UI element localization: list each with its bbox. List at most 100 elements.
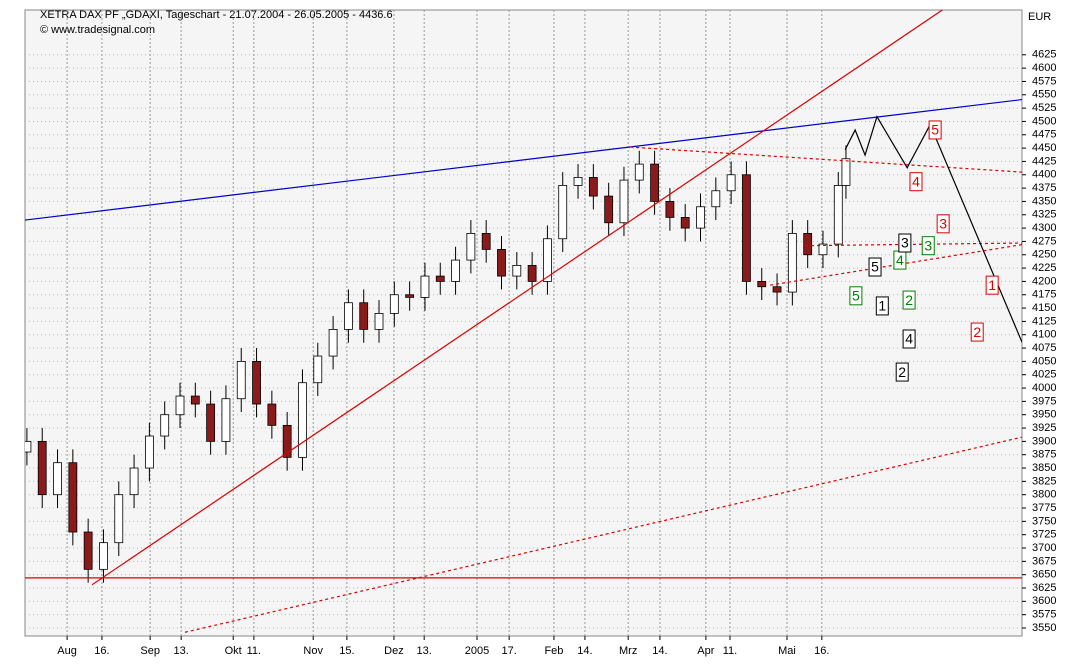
candle-body: [190, 395, 200, 405]
y-tick-label: 3975: [1032, 395, 1056, 407]
wave-box: [970, 322, 984, 342]
x-tick-label: 15.: [339, 645, 354, 657]
candle-body: [344, 302, 353, 330]
candle-body: [37, 440, 47, 496]
x-tick-label: 13.: [417, 645, 432, 657]
y-tick-label: 4525: [1032, 102, 1056, 114]
candle-body: [374, 313, 384, 330]
x-tick-label: 14.: [652, 645, 667, 657]
y-tick-label: 4300: [1032, 222, 1056, 234]
candle-body: [313, 355, 323, 384]
wave-box: [909, 172, 923, 192]
candle-body: [206, 403, 216, 442]
y-tick-label: 3700: [1032, 542, 1056, 554]
candle-body: [588, 177, 598, 197]
y-tick-label: 3725: [1032, 529, 1056, 541]
wave-label: 5: [871, 259, 879, 275]
wave-box: [868, 257, 882, 277]
candle-body: [665, 201, 675, 218]
candle-body: [25, 440, 32, 453]
x-tick-label: Dez: [384, 645, 404, 657]
y-tick-label: 4275: [1032, 235, 1056, 247]
trend-line: [184, 436, 1022, 633]
candle-body: [405, 294, 415, 298]
wave-box: [849, 286, 863, 306]
wave-label: 5: [931, 122, 939, 138]
y-tick-label: 4175: [1032, 289, 1056, 301]
candle-body: [466, 233, 476, 261]
candle-body: [359, 302, 369, 330]
candle-body: [389, 294, 399, 314]
y-tick-label: 3800: [1032, 489, 1056, 501]
y-tick-label: 4500: [1032, 115, 1056, 127]
candle-body: [680, 217, 690, 229]
x-tick-label: 17.: [501, 645, 516, 657]
candle-body: [527, 265, 537, 282]
y-tick-label: 4400: [1032, 169, 1056, 181]
y-tick-label: 3775: [1032, 502, 1056, 514]
candle-body: [252, 360, 261, 405]
wave-label: 2: [973, 324, 981, 340]
y-tick-label: 3650: [1032, 569, 1056, 581]
x-tick-label: 16.: [814, 645, 829, 657]
wave-box: [875, 296, 889, 316]
candle-body: [114, 494, 124, 544]
x-tick-label: Apr: [697, 645, 714, 657]
trend-line: [91, 10, 944, 586]
candle-body: [818, 243, 828, 256]
x-tick-label: 13.: [174, 645, 189, 657]
x-tick-label: Okt: [225, 645, 242, 657]
y-tick-label: 3675: [1032, 555, 1056, 567]
candle-body: [543, 238, 552, 282]
y-tick-label: 3600: [1032, 595, 1056, 607]
candle-body: [68, 462, 78, 533]
y-tick-label: 4375: [1032, 182, 1056, 194]
x-tick-label: Mai: [778, 645, 796, 657]
y-tick-label: 4025: [1032, 369, 1056, 381]
candle-body: [726, 174, 736, 192]
y-tick-label: 4225: [1032, 262, 1056, 274]
wave-label: 2: [905, 292, 913, 308]
candle-body: [512, 265, 522, 277]
y-tick-label: 3575: [1032, 609, 1056, 621]
candle-body: [282, 424, 292, 458]
candle-body: [803, 233, 813, 256]
wave-label: 3: [924, 237, 932, 253]
x-tick-label: 16.: [94, 645, 109, 657]
candle-body: [420, 275, 430, 298]
candle-body: [267, 403, 277, 426]
y-tick-label: 4475: [1032, 129, 1056, 141]
y-tick-label: 4075: [1032, 342, 1056, 354]
candle-body: [604, 195, 614, 224]
wave-label: 5: [852, 288, 860, 304]
x-tick-label: 11.: [247, 645, 261, 657]
y-tick-label: 3875: [1032, 449, 1056, 461]
candle-body: [787, 233, 797, 293]
candle-body: [841, 158, 851, 186]
candle-body: [221, 398, 231, 442]
trend-line: [804, 242, 1022, 247]
x-tick-label: Feb: [544, 645, 563, 657]
candle-body: [497, 249, 506, 277]
x-tick-label: Nov: [303, 645, 323, 657]
wave-label: 4: [905, 331, 913, 347]
candle-body: [711, 190, 721, 208]
wave-label: 1: [988, 277, 996, 293]
x-tick-label: 2005: [465, 645, 489, 657]
y-tick-label: 3850: [1032, 462, 1056, 474]
candle-body: [160, 414, 170, 437]
wave-box: [928, 120, 942, 140]
y-tick-label: 4600: [1032, 62, 1056, 74]
y-tick-label: 4000: [1032, 382, 1056, 394]
candle-body: [451, 259, 460, 282]
y-tick-label: 3825: [1032, 475, 1056, 487]
wave-box: [895, 362, 909, 382]
candle-body: [129, 467, 139, 496]
candle-body: [435, 275, 445, 282]
x-tick-label: 11.: [723, 645, 737, 657]
candle-body: [742, 174, 751, 282]
candle-body: [833, 185, 843, 245]
y-tick-label: 4100: [1032, 329, 1056, 341]
x-tick-label: Mrz: [619, 645, 637, 657]
y-unit: EUR: [1028, 11, 1051, 23]
